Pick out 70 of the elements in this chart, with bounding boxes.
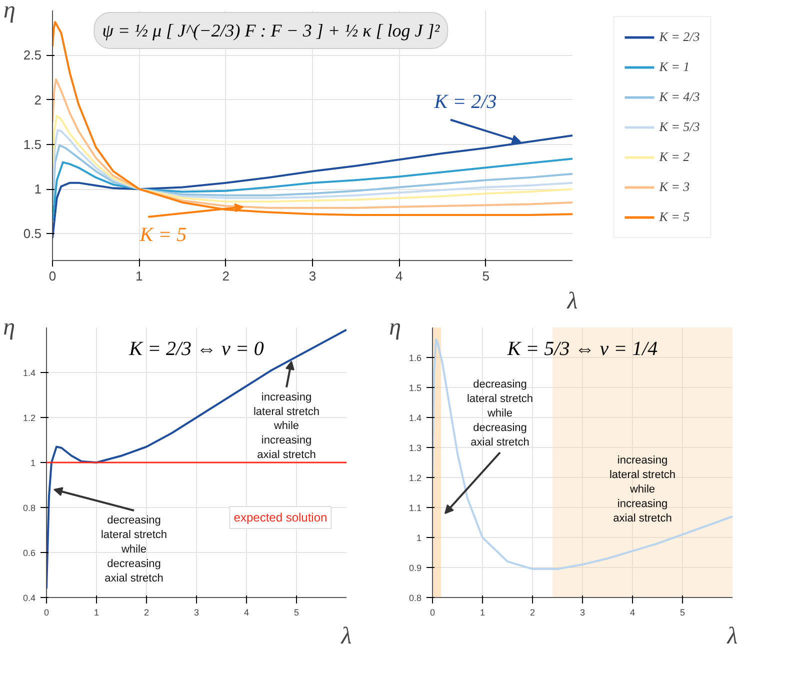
x-tick-label: 2 — [222, 268, 230, 284]
y-tick-label: 1.4 — [408, 413, 422, 423]
y-tick-label: 0.8 — [408, 593, 422, 603]
line-series — [52, 78, 572, 209]
line-series — [52, 144, 572, 204]
x-axis-title: λ — [726, 624, 738, 650]
x-tick-label: 3 — [194, 608, 200, 618]
y-tick-label: 1.2 — [408, 473, 422, 483]
y-tick-label: 2 — [34, 92, 42, 108]
line-series — [52, 21, 572, 216]
legend-label: K = 1 — [659, 58, 690, 74]
y-tick-label: 1.1 — [408, 503, 422, 513]
y-tick-label: 1.5 — [408, 383, 422, 393]
x-tick-label: 4 — [396, 268, 403, 284]
y-tick-label: 2.5 — [23, 48, 42, 63]
x-tick-label: 3 — [580, 608, 586, 618]
y-tick-label: 1.2 — [22, 413, 36, 423]
legend-label: K = 2 — [659, 148, 690, 164]
x-tick-label: 2 — [530, 608, 536, 618]
x-tick-label: 0 — [44, 608, 50, 618]
line-series — [52, 134, 572, 240]
text: K = 2/3 ⇔ ν = 0 — [128, 338, 264, 360]
x-tick-label: 5 — [680, 608, 686, 618]
line-series — [52, 129, 572, 199]
x-tick-label: 2 — [144, 608, 150, 618]
text: ψ = ½ μ [ J^(−2/3) F : F − 3 ] + ½ κ [ log J ]² — [102, 20, 440, 40]
y-tick-label: 1 — [30, 458, 36, 468]
line-series — [432, 338, 732, 570]
y-tick-label: 1 — [34, 182, 42, 197]
y-tick-label: 1.6 — [408, 353, 422, 363]
x-tick-label: 5 — [482, 268, 490, 284]
line-series — [52, 114, 572, 203]
y-tick-label: 0.4 — [22, 593, 36, 603]
x-tick-label: 1 — [94, 608, 100, 618]
line-series — [46, 328, 346, 590]
line-series — [52, 158, 572, 222]
text: K = 5/3 ⇔ ν = 1/4 — [506, 338, 658, 360]
y-axis-title: η — [4, 0, 16, 24]
legend-label: K = 4/3 — [659, 88, 700, 104]
x-tick-label: 1 — [480, 608, 486, 618]
legend-label: K = 2/3 — [659, 28, 700, 44]
y-tick-label: 0.6 — [22, 548, 36, 558]
y-tick-label: 0.8 — [22, 503, 36, 513]
x-axis-title: λ — [566, 288, 578, 314]
y-tick-label: 1.3 — [408, 443, 422, 453]
x-tick-label: 1 — [136, 268, 143, 284]
annotation: K = 2/3 — [433, 90, 497, 113]
y-tick-label: 0.9 — [408, 563, 422, 573]
annotation: decreasing lateral stretch while decreasing axial stretch — [466, 378, 534, 448]
y-axis-title: η — [3, 314, 15, 340]
annotation: decreasing lateral stretch while decreasing axial stretch — [100, 514, 168, 584]
legend-label: K = 3 — [659, 178, 690, 194]
y-tick-label: 1 — [416, 533, 422, 543]
annotation: increasing lateral stretch while increasing axial stretch — [253, 391, 320, 462]
x-tick-label: 5 — [294, 608, 300, 618]
y-tick-label: 1.5 — [23, 136, 42, 152]
x-tick-label: 0 — [48, 268, 56, 284]
y-tick-label: 1.4 — [22, 368, 36, 378]
x-tick-label: 4 — [244, 608, 250, 618]
legend-label: K = 5 — [659, 208, 690, 224]
x-tick-label: 0 — [430, 608, 436, 618]
legend-label: K = 5/3 — [659, 118, 700, 134]
annotation: K = 5 — [138, 224, 187, 246]
x-tick-label: 3 — [308, 268, 316, 284]
band-label: increasing lateral stretch while increasing axial stretch — [609, 454, 676, 524]
y-tick-label: 0.5 — [23, 226, 42, 242]
ref-line-label: expected solution — [234, 510, 328, 524]
y-axis-title: η — [389, 314, 401, 340]
x-tick-label: 4 — [630, 608, 636, 618]
x-axis-title: λ — [340, 624, 352, 650]
